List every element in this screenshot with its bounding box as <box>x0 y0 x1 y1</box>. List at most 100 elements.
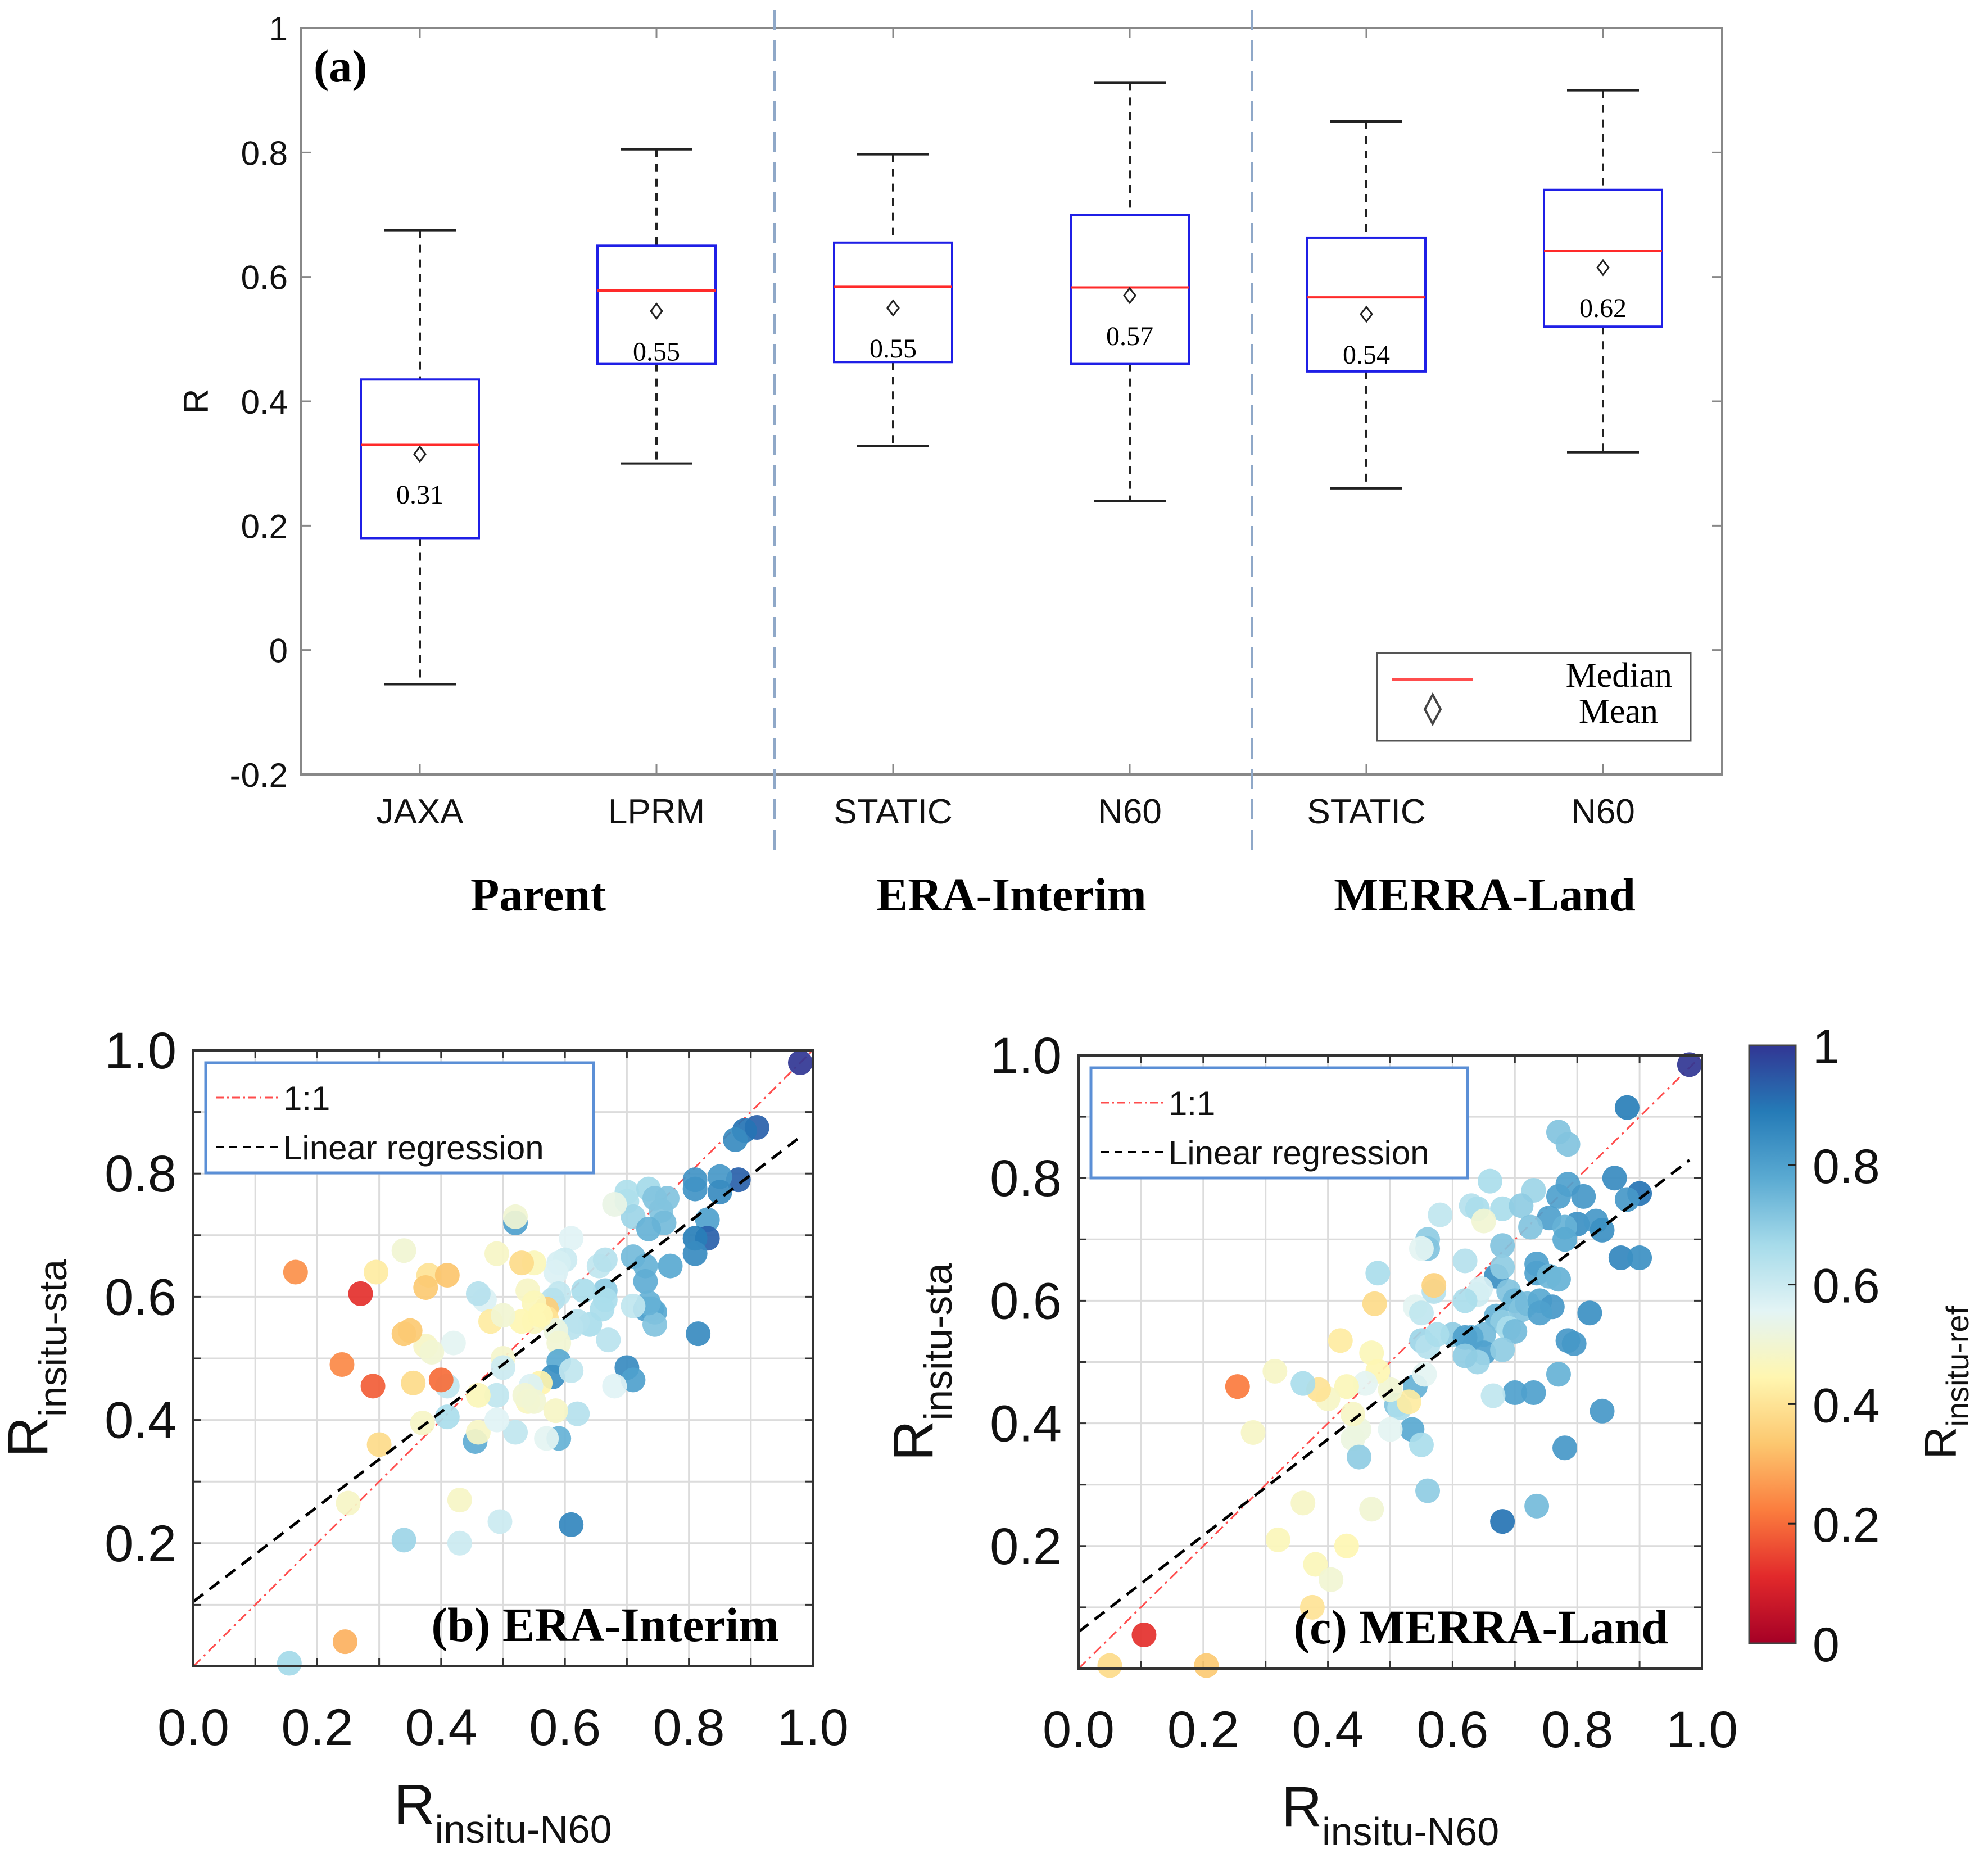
y-tick-label: 0.2 <box>105 1515 176 1572</box>
mean-value-label: 0.55 <box>633 337 680 367</box>
scatter-point <box>1614 1187 1640 1212</box>
scatter-point <box>1452 1248 1478 1274</box>
scatter-point <box>441 1330 466 1356</box>
colorbar-gradient <box>1748 1044 1797 1644</box>
scatter-point <box>1452 1325 1478 1350</box>
panel-a-boxplot: -0.200.20.40.60.81 0.310.55 0.55 0.570.540… <box>177 10 1723 921</box>
scatter-point <box>329 1352 355 1377</box>
mean-diamond-icon <box>1360 305 1373 323</box>
scatter-point <box>1602 1166 1627 1191</box>
y-tick-label: 0.4 <box>241 383 288 421</box>
scatter-point <box>787 1050 813 1075</box>
scatter-point <box>565 1401 590 1426</box>
scatter-point <box>1518 1214 1543 1240</box>
scatter-point <box>1608 1245 1633 1271</box>
scatter-point <box>1490 1509 1515 1534</box>
scatter-point <box>1577 1300 1602 1326</box>
scatter-point <box>465 1281 491 1306</box>
scatter-point <box>1194 1653 1219 1678</box>
y-tick-label: 0.6 <box>241 259 288 297</box>
plot-border <box>192 1049 814 1667</box>
scatter-point <box>636 1216 661 1241</box>
scatter-point <box>332 1629 357 1655</box>
y-tick-label: 0.2 <box>990 1518 1062 1575</box>
scatter-point <box>726 1167 751 1193</box>
scatter-point <box>1347 1444 1372 1470</box>
group-label: MERRA-Land <box>1334 869 1636 921</box>
scatter-point <box>277 1651 302 1676</box>
scatter-point <box>1452 1343 1478 1368</box>
scatter-point <box>1552 1227 1578 1252</box>
scatter-point <box>283 1259 308 1285</box>
x-tick-label: 0.0 <box>1043 1701 1115 1759</box>
box-6: 0.62 <box>1543 28 1663 774</box>
box-5: 0.54 <box>1306 28 1427 774</box>
scatter-point <box>447 1488 472 1513</box>
y-axis-label: Rinsitu-sta <box>0 1259 75 1457</box>
category-label: STATIC <box>1307 792 1425 831</box>
scatter-point <box>348 1281 373 1306</box>
scatter-point <box>1409 1432 1434 1457</box>
group-label: Parent <box>470 869 606 921</box>
scatter-point <box>1490 1196 1515 1221</box>
scatter-point <box>487 1509 513 1534</box>
scatter-point <box>1290 1371 1316 1396</box>
scatter-point <box>1590 1398 1615 1424</box>
x-tick-label: 0.2 <box>281 1699 353 1756</box>
scatter-point <box>1290 1490 1316 1516</box>
panel-a-plot-area <box>300 27 1723 776</box>
panel-a-boxes: 0.31 0.55 0.55 0.57 0.54 0.62 <box>360 28 1663 774</box>
scatter-point <box>410 1411 435 1436</box>
panel-c-scatter: 1:1 Linear regression (c) MERRA-Land 0.0 0.2… <box>882 1027 1738 1849</box>
scatter-point <box>419 1340 445 1365</box>
legend-median-label: Median <box>1566 656 1672 695</box>
scatter-point <box>559 1358 584 1383</box>
scatter-point <box>1328 1328 1353 1353</box>
scatter-point <box>509 1250 535 1276</box>
scatter-point <box>1378 1417 1403 1442</box>
scatter-point <box>602 1374 627 1399</box>
scatter-point <box>543 1398 568 1424</box>
panel-a-x-labels: JAXA LPRM STATIC N60 STATIC N60 Parent ERA-Inte… <box>376 792 1635 921</box>
x-tick-label: 0.8 <box>653 1699 725 1756</box>
mean-value-label: 0.55 <box>870 334 917 364</box>
scatter-point <box>491 1303 515 1328</box>
scatter-point <box>682 1176 708 1202</box>
mean-diamond-icon <box>1596 259 1610 277</box>
y-tick-label: -0.2 <box>230 756 288 794</box>
mean-diamond-icon <box>886 299 900 317</box>
scatter-point <box>707 1180 732 1205</box>
scatter-point <box>1265 1527 1290 1552</box>
scatter-point <box>360 1374 386 1399</box>
y-tick-label: 1.0 <box>105 1022 176 1080</box>
scatter-point <box>1097 1653 1122 1678</box>
scatter-point <box>1509 1193 1534 1218</box>
panel-b-scatter: 1:1 Linear regression (b) ERA-Interim 0.0 0.… <box>0 1022 849 1849</box>
legend-mean-diamond-icon <box>1423 692 1442 727</box>
scatter-point <box>633 1269 658 1294</box>
scatter-point <box>512 1383 537 1408</box>
box-4: 0.57 <box>1070 28 1190 774</box>
scatter-point <box>401 1370 426 1395</box>
mean-value-label: 0.57 <box>1106 321 1153 351</box>
iqr-box <box>1543 188 1663 328</box>
legend-one-to-one-label: 1:1 <box>1169 1085 1215 1122</box>
scatter-point <box>465 1383 491 1408</box>
scatter-point <box>366 1432 392 1457</box>
scatter-point <box>413 1275 438 1300</box>
scatter-point <box>1396 1389 1421 1415</box>
legend-box <box>1089 1066 1469 1180</box>
legend-box <box>204 1061 595 1175</box>
colorbar-ticks: 0 0.2 0.4 0.6 0.8 1 <box>1788 1020 1880 1672</box>
mean-diamond-icon <box>650 302 663 320</box>
scatter-point <box>397 1318 423 1343</box>
scatter-point <box>559 1512 584 1537</box>
scatter-point <box>1561 1331 1587 1356</box>
scatter-point <box>447 1530 472 1556</box>
scatter-point <box>1677 1052 1702 1077</box>
scatter-point <box>434 1404 460 1430</box>
category-label: STATIC <box>834 792 952 831</box>
regression-line <box>192 1135 801 1603</box>
category-label: LPRM <box>608 792 705 831</box>
